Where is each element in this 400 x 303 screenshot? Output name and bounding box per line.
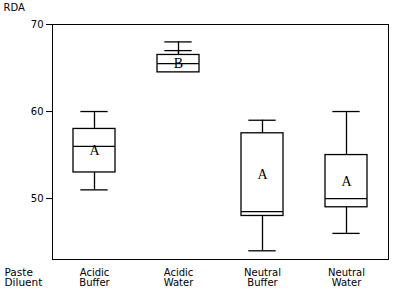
svg-text:B: B <box>174 56 183 71</box>
svg-text:50: 50 <box>31 193 44 204</box>
svg-text:AcidicBuffer: AcidicBuffer <box>79 267 110 288</box>
svg-text:PasteDiluent: PasteDiluent <box>5 266 43 289</box>
svg-text:A: A <box>257 167 268 182</box>
svg-text:NeutralBuffer: NeutralBuffer <box>244 267 281 288</box>
svg-text:AcidicWater: AcidicWater <box>164 267 194 288</box>
svg-text:RDA: RDA <box>4 2 25 13</box>
svg-text:NeutralWater: NeutralWater <box>328 267 365 288</box>
svg-text:60: 60 <box>31 106 44 117</box>
svg-text:70: 70 <box>31 19 44 30</box>
svg-text:A: A <box>341 174 352 189</box>
svg-text:A: A <box>89 143 100 158</box>
